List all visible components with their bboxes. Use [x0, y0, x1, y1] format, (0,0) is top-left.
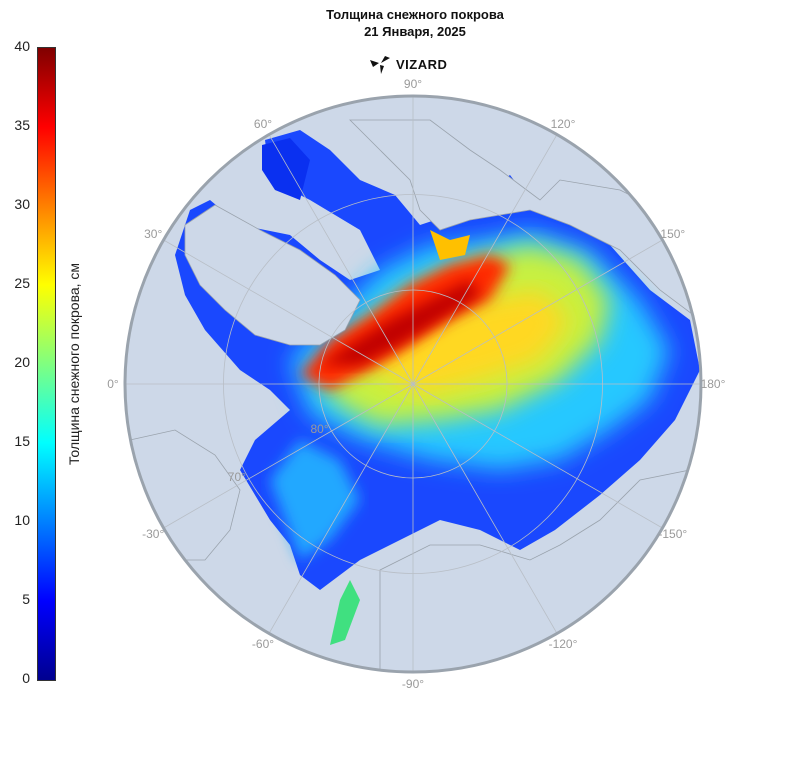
colorbar-tick-label: 25: [14, 275, 30, 291]
meridian-line: [412, 134, 558, 385]
longitude-label: 180°: [701, 377, 726, 391]
meridian-line: [268, 383, 414, 634]
colorbar-tick-label: 40: [14, 38, 30, 54]
meridian-line: [163, 383, 414, 529]
vizard-logo-icon: [370, 56, 390, 74]
latitude-label: 70°: [228, 470, 246, 484]
title-line-1: Толщина снежного покрова: [326, 7, 504, 22]
title-line-2: 21 Января, 2025: [364, 24, 466, 39]
colorbar-tick-label: 35: [14, 117, 30, 133]
colorbar-tick-label: 30: [14, 196, 30, 212]
meridian-line: [412, 383, 558, 634]
longitude-label: 120°: [551, 117, 576, 131]
longitude-labels: 0° 30° 60° 90° 120° 150° 180° -150° -120° -90° -60…: [107, 77, 725, 691]
longitude-label: 0°: [107, 377, 119, 391]
longitude-label: -150°: [658, 527, 687, 541]
chart-title: Толщина снежного покрова 21 Января, 2025: [215, 6, 615, 40]
graticule: [125, 96, 701, 672]
brand-logo: VIZARD: [368, 52, 447, 76]
meridian-line: [163, 239, 414, 385]
longitude-label: 30°: [144, 227, 162, 241]
longitude-label: -30°: [142, 527, 164, 541]
colorbar-tick-label: 0: [22, 670, 30, 686]
snow-thickness-field: [129, 119, 701, 672]
meridian-line: [412, 239, 663, 385]
longitude-label: 150°: [660, 227, 685, 241]
meridian-line: [412, 383, 663, 529]
meridian-line: [268, 134, 414, 385]
colorbar-tick-label: 20: [14, 354, 30, 370]
map-border: [123, 94, 703, 674]
colorbar-tick-label: 10: [14, 512, 30, 528]
longitude-label: 60°: [254, 117, 272, 131]
longitude-label: 90°: [404, 77, 422, 91]
brand-name: VIZARD: [396, 56, 448, 72]
latitude-label: 80°: [310, 422, 328, 436]
longitude-label: -60°: [252, 637, 274, 651]
longitude-label: -90°: [402, 677, 424, 691]
colorbar-tick-label: 5: [22, 591, 30, 607]
colorbar: [37, 47, 56, 681]
latitude-labels: 80° 70°: [228, 422, 329, 484]
longitude-label: -120°: [549, 637, 578, 651]
colorbar-tick-label: 15: [14, 433, 30, 449]
